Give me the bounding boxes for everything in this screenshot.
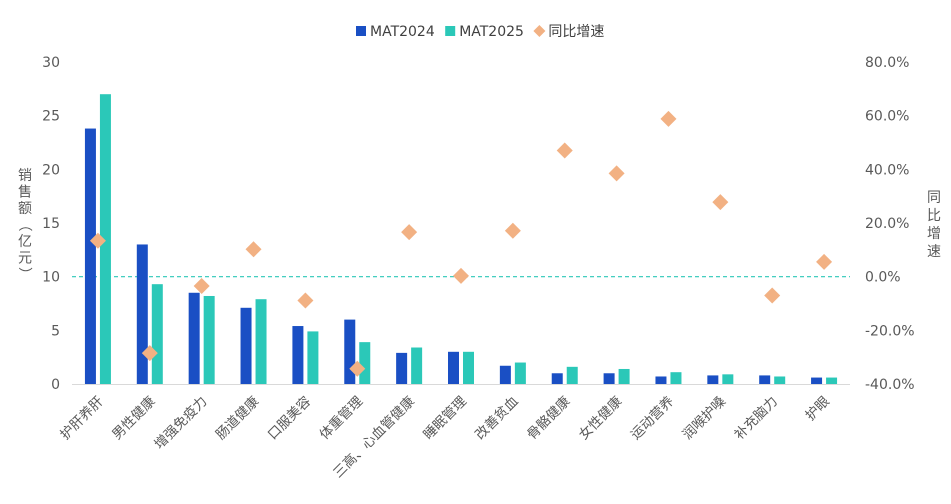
bar-mat2025 (722, 374, 734, 384)
x-category-label: 男性健康 (108, 392, 159, 443)
bar-mat2025 (670, 372, 682, 384)
y2-axis-title-char: 速 (927, 244, 941, 260)
growth-diamond-marker (660, 110, 677, 127)
bar-mat2024 (448, 351, 459, 384)
bar-mat2024 (344, 319, 356, 384)
legend-swatch-growth (533, 25, 546, 37)
growth-diamond-marker (349, 360, 366, 377)
y2-tick-label: -40.0% (865, 377, 915, 393)
y-axis-title-char: 元 (18, 251, 32, 267)
y-axis-title-char: 亿 (18, 234, 32, 250)
y-tick-label: 10 (42, 270, 60, 286)
growth-diamond-marker (608, 165, 625, 182)
bar-mat2025 (514, 362, 526, 384)
growth-diamond-marker (816, 253, 833, 270)
bar-mat2025 (618, 368, 630, 384)
y-axis-title-char: 额 (18, 201, 32, 217)
y-axis-title-char: 销 (18, 168, 32, 184)
bar-mat2024 (811, 377, 823, 384)
bar-mat2024 (396, 352, 408, 384)
x-category-label: 护眼 (802, 393, 833, 424)
y2-axis-title-char: 增 (927, 226, 941, 242)
x-category-label: 运动营养 (628, 394, 677, 443)
y-tick-label: 25 (42, 109, 60, 125)
y-axis-title-char: ） (16, 267, 32, 281)
bar-mat2025 (203, 295, 215, 384)
x-category-label: 口服美容 (264, 393, 314, 443)
growth-diamond-marker (712, 194, 729, 211)
growth-diamond-marker (297, 292, 314, 309)
bar-mat2024 (240, 307, 252, 384)
growth-diamond-marker (89, 232, 106, 249)
x-category-label: 骨骼健康 (523, 392, 574, 443)
y2-axis-title-char: 同 (927, 190, 941, 206)
bar-mat2025 (463, 351, 474, 384)
legend-swatch-mat2025 (445, 26, 456, 36)
y-axis-left: 0 5 10 15 20 25 30 (42, 55, 60, 393)
bar-mat2025 (826, 377, 838, 384)
legend-label: MAT2025 (459, 24, 524, 40)
growth-diamond-marker (453, 267, 469, 284)
bar-mat2024 (84, 128, 96, 384)
x-category-label: 改善贫血 (472, 394, 521, 443)
x-category-label: 护肝养肝 (57, 394, 106, 443)
y-axis-right-title: 同比增速 (927, 190, 941, 260)
legend-swatch-mat2024 (356, 26, 366, 36)
y-axis-title-char: 售 (18, 185, 32, 201)
growth-diamond-marker (245, 241, 262, 258)
growth-diamond-marker (556, 142, 573, 159)
y-tick-label: 0 (51, 377, 60, 393)
bar-mat2024 (759, 375, 771, 384)
y2-tick-label: 40.0% (865, 162, 909, 178)
bar-mat2025 (566, 366, 578, 384)
x-category-label: 女性健康 (575, 392, 626, 443)
bar-mat2024 (603, 373, 615, 384)
y-axis-left-title: 销售额（ 亿元） (16, 168, 32, 281)
bar-mat2025 (255, 299, 267, 384)
x-category-label: 增强免疫力 (151, 394, 210, 453)
y2-tick-label: 60.0% (865, 109, 909, 125)
bar-mat2025 (774, 376, 786, 384)
growth-diamond-marker (401, 224, 418, 241)
x-category-label: 补充脑力 (732, 394, 781, 443)
x-category-label: 睡眠管理 (420, 393, 470, 443)
y2-tick-label: 20.0% (865, 216, 909, 232)
growth-diamond-marker (141, 345, 158, 362)
y2-tick-label: 0.0% (865, 270, 901, 286)
bar-mat2025 (151, 284, 163, 384)
x-category-label: 肠道健康 (212, 392, 263, 443)
bar-mat2025 (359, 342, 371, 384)
bar-mat2024 (707, 375, 719, 384)
y-tick-label: 30 (42, 55, 60, 71)
bar-mat2024 (292, 326, 304, 384)
y2-axis-title-char: 比 (927, 208, 941, 224)
x-category-label: 体重管理 (317, 393, 367, 443)
y2-tick-label: 80.0% (865, 55, 909, 71)
growth-diamond-marker (193, 278, 210, 295)
bars (84, 94, 838, 384)
bar-mat2025 (307, 331, 319, 384)
growth-diamond-marker (764, 287, 781, 304)
y2-tick-label: -20.0% (865, 323, 915, 339)
y-axis-title-char: （ (16, 218, 32, 232)
y-tick-label: 20 (42, 162, 60, 178)
y-axis-right: -40.0% -20.0% 0.0% 20.0% 40.0% 60.0% 80.0% (865, 55, 915, 393)
bar-mat2024 (188, 292, 200, 384)
legend: MAT2024 MAT2025 同比增速 (356, 24, 604, 40)
x-category-label: 润喉护嗓 (680, 393, 730, 443)
y-tick-label: 15 (42, 216, 60, 232)
growth-diamond-marker (504, 222, 521, 239)
y-tick-label: 5 (51, 323, 60, 339)
growth-markers (89, 110, 833, 377)
bar-mat2024 (551, 373, 563, 384)
bar-mat2024 (655, 376, 667, 384)
bar-mat2025 (411, 347, 423, 384)
legend-label: 同比增速 (548, 24, 604, 40)
bar-mat2025 (99, 94, 111, 384)
legend-label: MAT2024 (370, 24, 435, 40)
bar-mat2024 (499, 365, 511, 384)
bar-mat2024 (136, 244, 148, 384)
